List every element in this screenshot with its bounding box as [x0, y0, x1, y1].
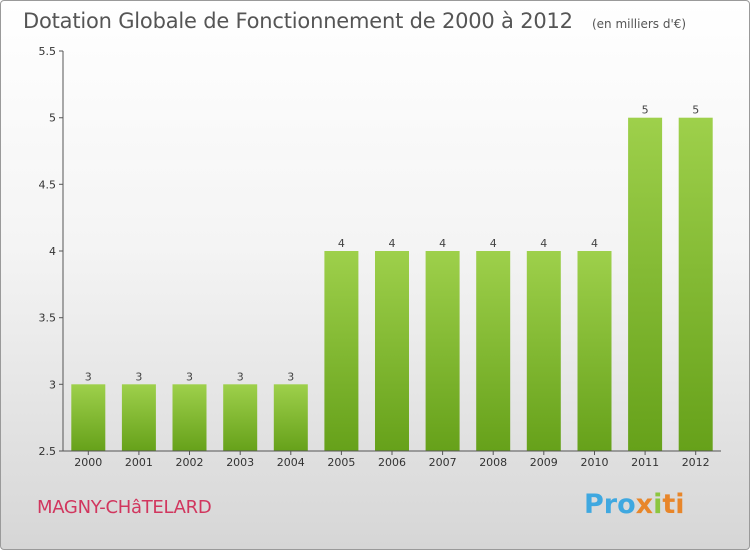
- y-tick-label-3: 3: [49, 378, 56, 391]
- bar-2004: [273, 384, 308, 451]
- y-tick-label-4.5: 4.5: [39, 178, 57, 191]
- data-label-2012: 5: [692, 104, 699, 117]
- x-tick-label-2005: 2005: [327, 456, 355, 469]
- y-tick-label-2.5: 2.5: [39, 445, 57, 458]
- bar-2005: [324, 251, 359, 451]
- data-label-2004: 3: [287, 370, 294, 383]
- title-row: Dotation Globale de Fonctionnement de 20…: [23, 9, 686, 33]
- bar-2000: [71, 384, 106, 451]
- logo-part-2: x: [635, 489, 654, 520]
- y-tick-label-3.5: 3.5: [39, 312, 57, 325]
- commune-name: MAGNY-CHâTELARD: [37, 497, 212, 518]
- x-tick-label-2003: 2003: [226, 456, 254, 469]
- bar-2002: [172, 384, 207, 451]
- data-label-2006: 4: [389, 237, 396, 250]
- data-label-2007: 4: [439, 237, 446, 250]
- logo-part-4: ti: [662, 489, 685, 520]
- x-tick-label-2007: 2007: [429, 456, 457, 469]
- bar-2009: [526, 251, 561, 451]
- bar-2011: [628, 117, 663, 451]
- x-tick-label-2011: 2011: [631, 456, 659, 469]
- data-label-2008: 4: [490, 237, 497, 250]
- x-tick-label-2012: 2012: [682, 456, 710, 469]
- x-tick-label-2002: 2002: [176, 456, 204, 469]
- x-tick-label-2008: 2008: [479, 456, 507, 469]
- bar-2003: [223, 384, 258, 451]
- x-tick-label-2006: 2006: [378, 456, 406, 469]
- chart-unit: (en milliers d'€): [591, 17, 687, 31]
- bar-2012: [678, 117, 713, 451]
- data-label-2011: 5: [642, 104, 649, 117]
- data-label-2000: 3: [85, 370, 92, 383]
- labels-layer: 3 2000 3 2001 3 2002 3 2003 3 2004 4 2005 4 2006 4 2007…: [39, 45, 710, 469]
- data-label-2010: 4: [591, 237, 598, 250]
- data-label-2001: 3: [135, 370, 142, 383]
- data-label-2009: 4: [540, 237, 547, 250]
- data-label-2005: 4: [338, 237, 345, 250]
- x-tick-label-2004: 2004: [277, 456, 305, 469]
- x-tick-label-2000: 2000: [74, 456, 102, 469]
- bar-2006: [375, 251, 409, 451]
- logo-part-1: Pro: [584, 489, 636, 520]
- logo-part-3: i: [653, 489, 663, 520]
- x-tick-label-2009: 2009: [530, 456, 558, 469]
- chart-title: Dotation Globale de Fonctionnement de 20…: [23, 9, 573, 33]
- bar-2007: [425, 251, 460, 451]
- y-tick-label-4: 4: [49, 245, 56, 258]
- proxiti-logo[interactable]: Proxiti: [584, 489, 685, 520]
- bar-2010: [577, 251, 612, 451]
- bars-layer: [71, 117, 713, 451]
- y-tick-label-5: 5: [49, 112, 56, 125]
- data-label-2003: 3: [237, 370, 244, 383]
- x-tick-label-2010: 2010: [581, 456, 609, 469]
- bar-2008: [476, 251, 511, 451]
- axes-layer: [59, 50, 721, 455]
- data-label-2002: 3: [186, 370, 193, 383]
- y-tick-label-5.5: 5.5: [39, 45, 57, 58]
- bar-2001: [121, 384, 156, 451]
- x-tick-label-2001: 2001: [125, 456, 153, 469]
